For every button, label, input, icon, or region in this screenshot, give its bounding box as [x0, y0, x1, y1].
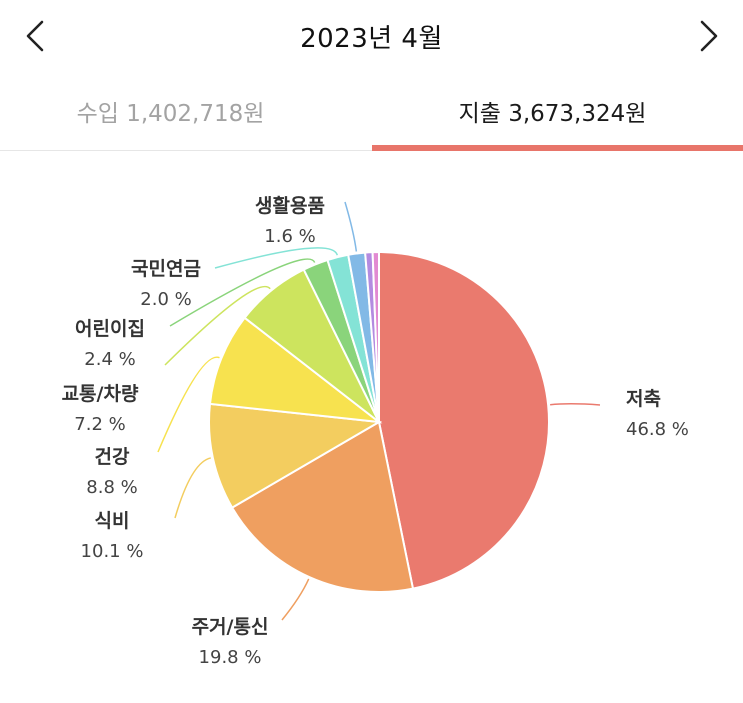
tab-expense-label: 지출 3,673,324원 — [458, 101, 647, 127]
slice-label-percent: 2.4 % — [84, 349, 135, 370]
slice-label-name: 교통/차량 — [62, 383, 139, 405]
leader-line-건강 — [157, 356, 220, 453]
leader-line-어린이집 — [169, 258, 316, 327]
slice-label-name: 생활용품 — [255, 195, 325, 217]
month-title: 2023년 4월 — [300, 24, 443, 54]
pie-slice-주거/통신[interactable] — [230, 420, 415, 593]
slice-label-name: 건강 — [95, 446, 130, 468]
next-month-button[interactable] — [688, 14, 728, 58]
leader-line-주거/통신 — [281, 578, 310, 621]
leader-line-생활용품 — [344, 201, 358, 252]
slice-label-name: 주거/통신 — [192, 616, 269, 638]
tab-active-indicator — [372, 145, 743, 151]
chevron-left-icon — [26, 20, 44, 52]
slice-label-percent: 19.8 % — [199, 647, 262, 668]
tab-income[interactable]: 수입 1,402,718원 — [0, 72, 371, 150]
slice-label-name: 어린이집 — [75, 318, 145, 340]
slice-label-name: 식비 — [95, 510, 130, 532]
pie-slice-건강[interactable] — [208, 316, 383, 424]
header: 2023년 4월 — [0, 0, 743, 72]
slice-label-percent: 46.8 % — [626, 419, 689, 440]
tab-expense[interactable]: 지출 3,673,324원 — [372, 72, 743, 151]
prev-month-button[interactable] — [16, 14, 56, 58]
tab-income-label: 수입 1,402,718원 — [76, 101, 265, 127]
slice-label-percent: 7.2 % — [74, 414, 125, 435]
chevron-right-icon — [700, 20, 718, 52]
slice-label-percent: 10.1 % — [81, 541, 144, 562]
slice-label-percent: 8.8 % — [86, 477, 137, 498]
pie-slice-9[interactable] — [371, 250, 380, 423]
leader-line-교통/차량 — [164, 285, 271, 366]
tab-bar: 수입 1,402,718원 지출 3,673,324원 — [0, 72, 743, 151]
leader-line-국민연금 — [214, 247, 339, 269]
slice-label-name: 국민연금 — [131, 258, 201, 280]
expense-pie-chart: 저축 46.8 % 주거/통신 19.8 % 식비 10.1 % 건강 8.8 % 교통/차량 7… — [62, 195, 689, 668]
leader-line-저축 — [550, 403, 601, 406]
pie-slice-식비[interactable] — [208, 402, 383, 509]
leader-line-식비 — [174, 457, 212, 519]
pie-slice-저축[interactable] — [378, 250, 550, 590]
slice-label-percent: 2.0 % — [140, 289, 191, 310]
slice-label-percent: 1.6 % — [264, 226, 315, 247]
slice-label-name: 저축 — [626, 388, 661, 410]
